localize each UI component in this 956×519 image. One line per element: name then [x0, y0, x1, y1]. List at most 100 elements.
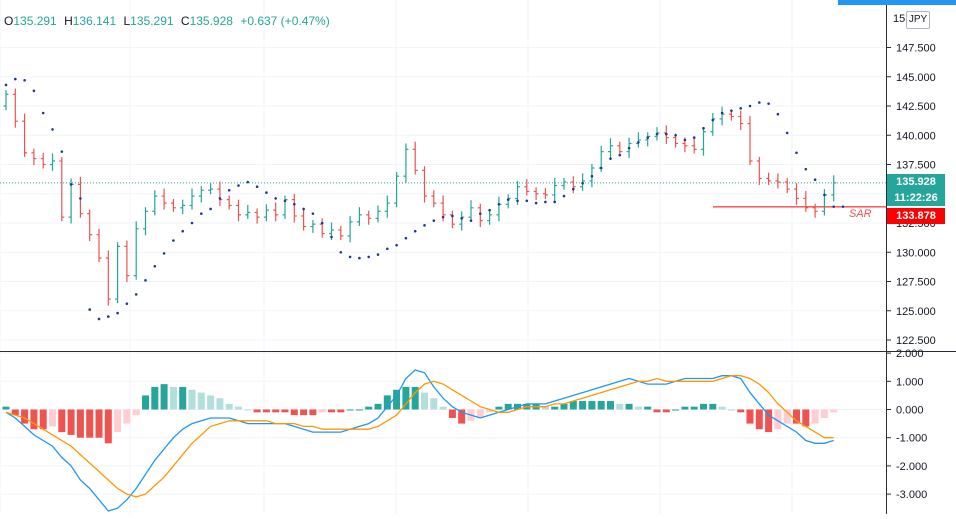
sar-dot — [255, 185, 259, 189]
macd-histogram-bar — [458, 409, 466, 424]
macd-histogram-bar — [607, 401, 614, 410]
macd-histogram-bar — [672, 409, 680, 411]
sar-dot — [376, 253, 380, 256]
sar-dot — [479, 212, 482, 215]
sar-dot — [413, 229, 417, 233]
macd-histogram-bar — [448, 409, 456, 418]
sar-dot — [144, 279, 147, 282]
macd-histogram-bar — [67, 409, 75, 435]
sar-dot — [655, 132, 659, 136]
macd-histogram-bar — [39, 409, 47, 430]
sar-dot — [181, 229, 184, 233]
macd-histogram-bar — [262, 409, 270, 413]
sar-dot — [460, 217, 464, 220]
high-value: 136.141 — [72, 14, 117, 28]
macd-axis-label: 2.000 — [896, 348, 924, 360]
sar-dot — [692, 136, 696, 139]
macd-histogram-bar — [383, 395, 391, 410]
open-label: O — [4, 14, 14, 28]
sar-dot — [841, 205, 845, 208]
macd-histogram-bar — [737, 409, 745, 413]
macd-histogram-bar — [662, 409, 670, 413]
macd-histogram-bar — [21, 409, 29, 424]
macd-histogram-bar — [328, 409, 335, 413]
macd-histogram-bar — [421, 392, 428, 410]
sar-dot — [237, 184, 240, 187]
macd-histogram-bar — [58, 409, 66, 433]
sar-dot — [497, 202, 501, 206]
macd-axis-label: -1.000 — [896, 433, 927, 445]
sar-dot — [79, 197, 82, 200]
currency-badge[interactable]: JPY — [906, 11, 930, 29]
sar-dot — [451, 214, 454, 218]
sar-dot — [348, 255, 352, 259]
open-value: 135.291 — [13, 14, 57, 28]
sar-dot — [572, 187, 575, 191]
sar-dot — [785, 131, 789, 135]
macd-histogram-bar — [188, 389, 196, 410]
macd-histogram-bar — [346, 409, 354, 411]
sar-dot — [488, 208, 491, 212]
sar-dot — [590, 174, 594, 178]
macd-histogram-bar — [309, 409, 317, 416]
macd-histogram-bar — [681, 406, 689, 410]
macd-histogram-bar — [802, 409, 810, 427]
macd-histogram-bar — [541, 406, 549, 410]
macd-histogram-bar — [160, 384, 168, 410]
low-label: L — [123, 14, 131, 28]
macd-histogram-bar — [169, 386, 177, 410]
macd-axis-label: 1.000 — [896, 376, 924, 388]
macd-histogram-bar — [588, 401, 596, 410]
macd-histogram-bar — [49, 409, 56, 427]
macd-histogram-bar — [104, 409, 112, 444]
macd-histogram-bar — [486, 409, 494, 413]
sar-dot — [776, 112, 780, 116]
sar-dot — [823, 193, 826, 197]
macd-histogram-bar — [132, 409, 140, 416]
sar-dot — [739, 107, 742, 110]
sar-dot — [544, 200, 547, 204]
macd-histogram-bar — [151, 386, 159, 410]
sar-dot — [134, 293, 138, 296]
sar-dot — [720, 111, 724, 115]
price-axis-label: 15 — [893, 13, 905, 25]
sar-dot — [23, 78, 26, 82]
accent-strip — [838, 0, 956, 5]
macd-histogram-bar — [718, 406, 726, 410]
macd-histogram-bar — [179, 386, 187, 410]
sar-dot — [506, 198, 510, 201]
macd-histogram-bar — [830, 409, 838, 413]
macd-histogram-bar — [793, 409, 800, 424]
macd-histogram-bar — [11, 409, 19, 416]
macd-histogram-bar — [569, 401, 577, 410]
price-axis-label: 140.000 — [896, 130, 936, 142]
low-value: 135.291 — [130, 14, 174, 28]
price-axis-label: 130.000 — [896, 247, 936, 259]
macd-histogram-bar — [225, 403, 233, 410]
sar-dot — [265, 191, 268, 194]
macd-histogram-bar — [579, 401, 587, 410]
sar-dot — [320, 221, 324, 225]
sar-dot — [386, 247, 389, 251]
sar-dot — [97, 317, 101, 321]
sar-dot — [283, 199, 287, 203]
macd-histogram-bar — [439, 406, 447, 410]
price-axis-label: 142.500 — [896, 101, 936, 113]
macd-histogram-bar — [95, 409, 103, 438]
sar-dot — [665, 132, 668, 136]
sar-dot — [200, 212, 203, 215]
sar-dot — [813, 178, 817, 182]
sar-dot — [32, 89, 36, 93]
macd-histogram-bar — [216, 398, 224, 410]
sar-dot — [14, 77, 17, 81]
sar-dot — [525, 199, 529, 203]
macd-histogram-bar — [30, 409, 38, 430]
sar-dot — [339, 250, 343, 254]
macd-histogram-bar — [86, 409, 94, 438]
macd-histogram-bar — [337, 409, 345, 413]
macd-histogram-bar — [318, 409, 326, 413]
price-axis-label: 127.500 — [896, 277, 936, 289]
sar-dot — [116, 311, 119, 315]
sar-dot — [107, 315, 110, 318]
